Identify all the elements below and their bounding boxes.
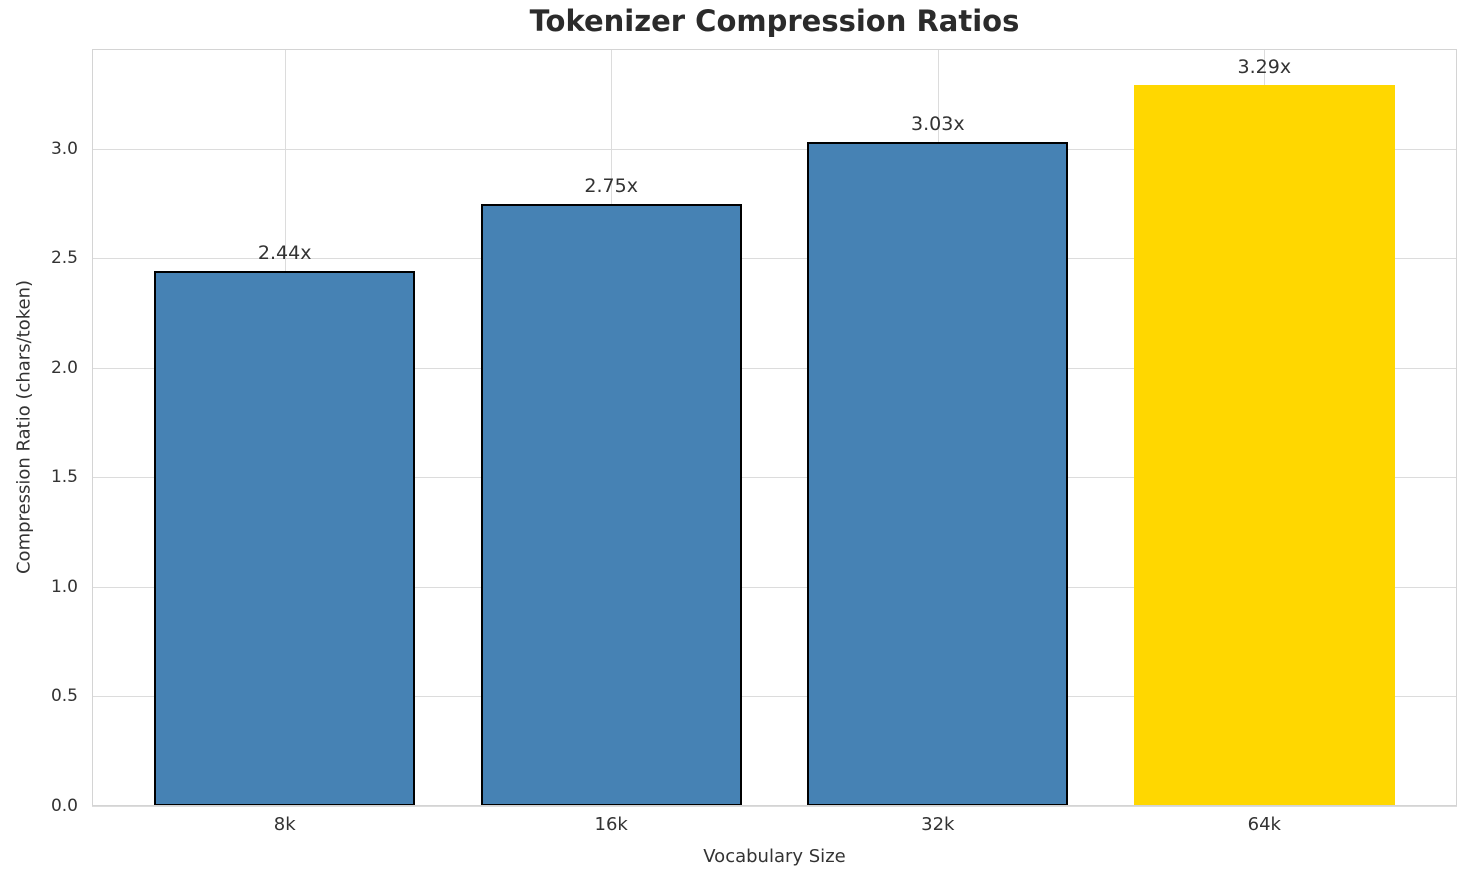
x-axis-title: Vocabulary Size <box>703 846 846 867</box>
y-tick-label: 1.5 <box>50 467 78 488</box>
y-tick-label: 3.0 <box>50 138 78 159</box>
chart-title: Tokenizer Compression Ratios <box>529 4 1020 38</box>
x-tick-label: 64k <box>1247 814 1281 835</box>
bar-value-label: 2.44x <box>257 242 312 265</box>
horizontal-gridline <box>92 586 1457 588</box>
bar-64k <box>1133 85 1395 806</box>
bar-32k <box>807 142 1069 806</box>
horizontal-gridline <box>92 477 1457 479</box>
bar-value-label: 2.75x <box>584 174 638 197</box>
y-tick-label: 1.0 <box>50 576 78 597</box>
y-axis-title: Compression Ratio (chars/token) <box>13 279 35 575</box>
bar-8k <box>154 271 416 806</box>
plot-area: 2.44x 2.75x 3.03x 3.29x <box>92 49 1457 807</box>
bar-value-label: 3.03x <box>911 113 965 136</box>
y-tick-label: 2.0 <box>50 357 78 378</box>
horizontal-gridline <box>92 258 1457 260</box>
horizontal-gridline <box>92 696 1457 698</box>
y-tick-label: 2.5 <box>50 248 78 269</box>
x-tick-label: 8k <box>273 814 296 835</box>
bar-value-label: 3.29x <box>1237 56 1292 79</box>
horizontal-gridline <box>92 148 1457 150</box>
x-tick-label: 16k <box>594 814 628 835</box>
y-tick-label: 0.5 <box>50 686 78 707</box>
y-tick-label: 0.0 <box>50 796 78 816</box>
horizontal-gridline <box>92 806 1457 807</box>
x-tick-label: 32k <box>921 814 955 835</box>
horizontal-gridline <box>92 367 1457 369</box>
bar-16k <box>480 203 742 806</box>
